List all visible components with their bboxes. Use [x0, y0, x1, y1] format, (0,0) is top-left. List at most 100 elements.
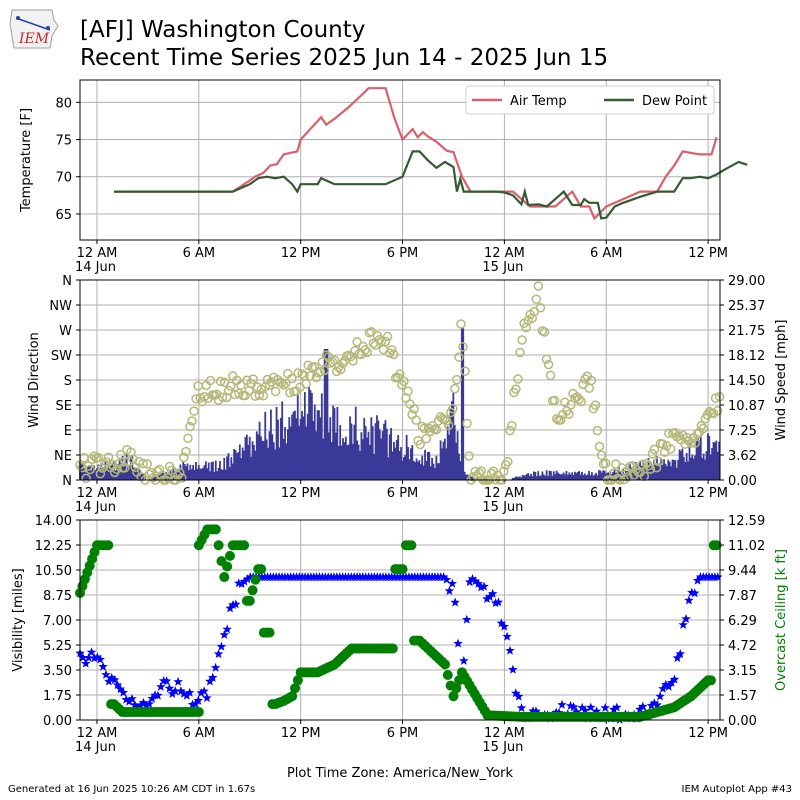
- series-line-dew-point: [114, 150, 748, 220]
- wind-speed-bar: [401, 460, 404, 480]
- visibility-point: [83, 652, 94, 662]
- wind-speed-bar: [373, 454, 376, 480]
- ceiling-point: [711, 540, 722, 551]
- visibility-point: [649, 698, 660, 708]
- ceiling-point: [222, 561, 233, 572]
- wind-speed-bar: [398, 451, 401, 480]
- wind-speed-bar: [448, 434, 450, 480]
- wind-speed-bar: [663, 459, 665, 480]
- wind-speed-bar: [531, 476, 534, 480]
- wind-speed-bar: [315, 431, 318, 480]
- wind-direction-point: [380, 336, 391, 347]
- wind-speed-bar: [470, 476, 473, 480]
- visibility-point: [239, 576, 250, 586]
- visibility-point: [568, 702, 579, 712]
- wind-speed-bar: [327, 432, 330, 480]
- x-tick-label: 6 AM: [590, 726, 623, 741]
- wind-speed-bar: [591, 472, 593, 480]
- wind-direction-point: [85, 464, 95, 475]
- wind-direction-point: [146, 467, 157, 478]
- wind-speed-bar: [579, 474, 582, 480]
- wind-speed-bar: [716, 451, 719, 480]
- y2-tick-label: 29.00: [728, 274, 765, 289]
- wind-speed-bar: [657, 464, 660, 480]
- visibility-point: [109, 675, 120, 684]
- visibility-point: [664, 681, 674, 691]
- visibility-point: [571, 706, 582, 716]
- wind-speed-bar: [632, 471, 634, 480]
- wind-direction-point: [179, 452, 189, 463]
- visibility-point: [580, 705, 590, 715]
- wind-speed-bar: [383, 423, 385, 480]
- wind-speed-bar: [593, 474, 596, 480]
- wind-direction-point: [189, 406, 199, 416]
- ceiling-point: [219, 572, 230, 583]
- y-tick-label: 10.50: [35, 564, 72, 579]
- visibility-point: [612, 702, 622, 712]
- wind-speed-bar: [566, 474, 569, 480]
- wind-speed-bar: [551, 475, 554, 480]
- wind-speed-bar: [204, 461, 207, 480]
- wind-speed-bar: [581, 471, 583, 480]
- wind-speed-bar: [412, 460, 415, 480]
- wind-direction-point: [476, 466, 487, 476]
- wind-speed-bar: [376, 415, 378, 480]
- wind-speed-bar: [114, 470, 117, 480]
- wind-speed-bar: [658, 463, 661, 480]
- wind-speed-bar: [275, 406, 278, 480]
- wind-speed-bar: [685, 453, 688, 480]
- wind-speed-bar: [264, 411, 267, 480]
- visibility-point: [516, 703, 527, 713]
- x-tick-label: 12 PM: [688, 726, 728, 741]
- wind-direction-point: [586, 375, 597, 386]
- x-tick-label: 12 PM: [281, 726, 321, 741]
- wind-speed-bar: [545, 470, 548, 480]
- ceiling-point: [224, 550, 235, 561]
- wind-panel-frame: [79, 279, 721, 481]
- wind-direction-point: [511, 384, 521, 394]
- visibility-point: [499, 621, 509, 631]
- visibility-point: [453, 638, 463, 648]
- visibility-point: [130, 700, 140, 709]
- wind-speed-bar: [596, 475, 599, 480]
- wind-speed-bar: [219, 460, 221, 480]
- wind-direction-point: [441, 416, 452, 426]
- ceiling-point: [244, 595, 255, 606]
- wind-speed-bar: [583, 473, 586, 480]
- visibility-point: [86, 647, 97, 657]
- visibility-point: [112, 680, 123, 690]
- wind-direction-point: [348, 356, 358, 366]
- wind-speed-bar: [648, 461, 651, 480]
- visibility-point: [655, 691, 665, 701]
- wind-speed-bar: [288, 417, 291, 480]
- visibility-point: [479, 581, 489, 591]
- wind-direction-point: [574, 394, 584, 405]
- y-tick-label: 80: [55, 96, 72, 111]
- y-tick-label: 7.00: [43, 614, 72, 629]
- wind-speed-bar: [455, 442, 458, 480]
- visibility-point: [470, 576, 481, 586]
- wind-direction-point: [649, 444, 660, 455]
- wind-speed-bar: [243, 450, 245, 480]
- wind-speed-bar: [451, 401, 453, 480]
- timezone-label: Plot Time Zone: America/New_York: [287, 766, 514, 781]
- visibility-point: [127, 694, 137, 703]
- wind-speed-bar: [651, 467, 654, 480]
- visibility-point: [141, 701, 152, 711]
- wind-speed-bar: [347, 444, 350, 480]
- visibility-point: [95, 654, 105, 664]
- wind-speed-bar: [627, 471, 630, 480]
- wind-speed-bar: [552, 471, 555, 480]
- visibility-point: [190, 699, 201, 709]
- wind-speed-bar: [390, 428, 393, 480]
- wind-speed-bar: [384, 420, 387, 480]
- wind-speed-bar: [134, 467, 137, 480]
- wind-speed-bar: [680, 451, 682, 480]
- wind-speed-bar: [203, 465, 206, 480]
- x-tick-label: 12 AM: [484, 246, 525, 261]
- wind-speed-bar: [527, 473, 530, 480]
- visibility-point: [511, 688, 521, 698]
- wind-speed-bar: [661, 464, 664, 480]
- wind-speed-bar: [107, 463, 110, 480]
- y-tick-label: 14.00: [35, 514, 72, 529]
